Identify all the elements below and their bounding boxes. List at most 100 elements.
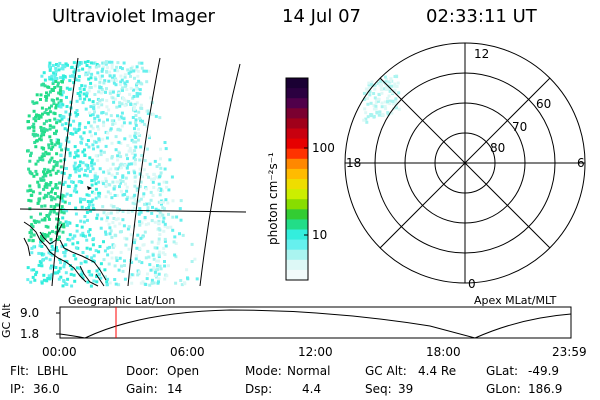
emission-pixel <box>147 202 151 206</box>
emission-pixel <box>167 212 170 216</box>
emission-pixel <box>49 77 53 81</box>
emission-pixel <box>127 171 131 175</box>
emission-pixel <box>93 110 96 114</box>
polar-plot-title: Apex MLat/MLT <box>474 294 557 307</box>
emission-pixel <box>163 253 167 256</box>
emission-pixel <box>113 175 117 179</box>
emission-pixel <box>138 185 142 189</box>
emission-pixel <box>139 120 143 124</box>
emission-pixel <box>134 87 138 91</box>
emission-pixel <box>162 207 166 211</box>
emission-pixel <box>157 221 161 225</box>
emission-pixel <box>108 89 112 93</box>
emission-pixel <box>55 103 58 107</box>
emission-pixel <box>47 152 51 156</box>
emission-pixel <box>29 193 33 197</box>
emission-pixel <box>104 61 108 65</box>
emission-pixel <box>139 118 142 122</box>
emission-pixel <box>55 217 59 221</box>
emission-pixel <box>48 61 52 65</box>
emission-pixel <box>102 211 106 215</box>
emission-pixel <box>106 216 110 220</box>
emission-pixel <box>127 149 131 153</box>
emission-pixel <box>42 71 46 75</box>
emission-pixel <box>56 238 60 241</box>
time-label: 02:33:11 UT <box>426 6 537 27</box>
emission-pixel <box>139 145 143 149</box>
emission-pixel <box>108 192 112 196</box>
emission-pixel <box>36 159 40 163</box>
polar-emission-pixel <box>374 107 378 111</box>
emission-pixel <box>78 164 82 167</box>
emission-pixel <box>117 180 121 184</box>
emission-pixel <box>120 124 124 128</box>
colorbar-segment <box>286 138 308 150</box>
emission-pixel <box>110 63 114 67</box>
emission-pixel <box>121 210 125 213</box>
emission-pixel <box>156 188 160 192</box>
emission-pixel <box>75 99 79 103</box>
emission-pixel <box>90 183 94 187</box>
emission-pixel <box>47 274 51 278</box>
emission-pixel <box>96 102 100 105</box>
emission-pixel <box>112 100 116 104</box>
emission-pixel <box>110 156 114 160</box>
emission-pixel <box>124 176 128 180</box>
polar-emission-pixel <box>380 101 384 105</box>
emission-pixel <box>133 202 137 206</box>
emission-pixel <box>51 247 55 251</box>
polar-emission-pixel <box>387 84 391 88</box>
emission-pixel <box>98 74 102 78</box>
emission-pixel <box>72 273 76 277</box>
emission-pixel <box>63 75 67 78</box>
emission-pixel <box>98 99 102 102</box>
emission-pixel <box>80 270 84 274</box>
emission-pixel <box>83 260 87 264</box>
emission-pixel <box>84 169 88 172</box>
emission-pixel <box>133 175 137 179</box>
emission-pixel <box>53 143 57 147</box>
emission-pixel <box>57 141 61 145</box>
emission-pixel <box>41 258 45 262</box>
emission-pixel <box>39 138 43 142</box>
emission-pixel <box>134 158 137 162</box>
emission-pixel <box>142 69 146 73</box>
emission-pixel <box>34 115 38 119</box>
emission-pixel <box>118 104 122 108</box>
emission-pixel <box>159 166 163 170</box>
emission-pixel <box>43 185 47 189</box>
emission-pixel <box>117 140 121 144</box>
emission-pixel <box>97 250 101 254</box>
emission-pixel <box>99 153 103 157</box>
polar-emission-pixel <box>363 107 367 111</box>
emission-pixel <box>132 95 136 98</box>
emission-pixel <box>60 210 64 214</box>
emission-pixel <box>136 138 140 142</box>
emission-pixel <box>163 167 167 171</box>
emission-pixel <box>48 75 52 79</box>
emission-pixel <box>116 114 119 118</box>
emission-pixel <box>133 102 137 106</box>
emission-pixel <box>145 124 149 128</box>
emission-pixel <box>142 122 146 126</box>
emission-pixel <box>65 95 68 99</box>
emission-pixel <box>32 125 36 129</box>
emission-pixel <box>91 203 95 207</box>
emission-pixel <box>135 101 139 105</box>
emission-pixel <box>115 172 119 175</box>
emission-pixel <box>92 147 95 151</box>
emission-pixel <box>152 257 156 261</box>
emission-pixel <box>68 154 72 158</box>
emission-pixel <box>143 202 146 206</box>
emission-pixel <box>152 186 156 189</box>
emission-pixel <box>151 113 155 117</box>
emission-pixel <box>139 281 143 285</box>
emission-pixel <box>114 234 118 238</box>
emission-pixel <box>105 99 109 103</box>
emission-pixel <box>49 209 53 213</box>
emission-pixel <box>145 202 148 206</box>
emission-pixel <box>159 147 162 151</box>
emission-pixel <box>41 232 44 236</box>
emission-pixel <box>87 121 91 125</box>
emission-pixel <box>81 161 85 165</box>
